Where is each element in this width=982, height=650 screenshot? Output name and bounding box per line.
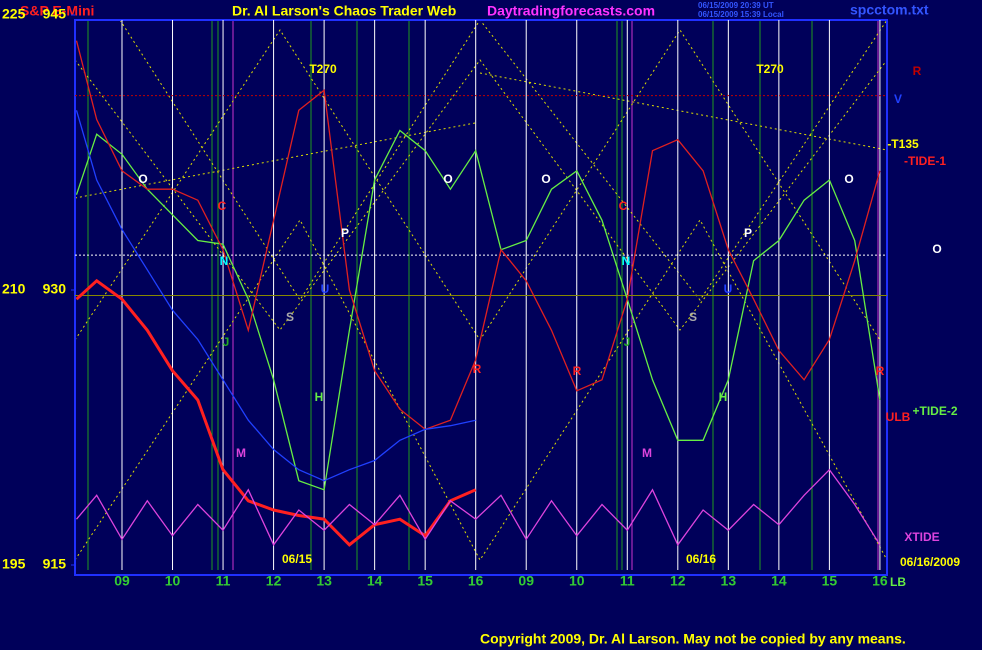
series-line xyxy=(75,40,881,431)
annotation: S xyxy=(286,310,294,324)
annotation: C xyxy=(218,199,227,213)
annotation: R xyxy=(573,364,582,378)
annotation: LB xyxy=(890,575,906,589)
y2-tick-label: 225 xyxy=(2,6,26,22)
copyright: Copyright 2009, Dr. Al Larson. May not b… xyxy=(480,631,906,647)
y2-tick-label: 210 xyxy=(2,281,26,297)
series-line xyxy=(75,110,476,482)
file-name: spcctom.txt xyxy=(850,2,929,18)
y-tick-label: 945 xyxy=(43,6,67,22)
stamp-ut: 06/15/2009 20:39 UT xyxy=(698,1,774,10)
annotation: 06/15 xyxy=(282,552,312,566)
x-tick-label: 11 xyxy=(620,573,635,589)
annotation: H xyxy=(719,390,728,404)
gann-line xyxy=(74,219,888,561)
annotation: -T135 xyxy=(887,137,919,151)
annotation: -TIDE-1 xyxy=(904,154,946,168)
gann-line xyxy=(74,59,888,331)
annotation: J xyxy=(624,335,631,349)
annotation: O xyxy=(932,242,941,256)
annotation: XTIDE xyxy=(904,530,939,544)
annotation: 06/16/2009 xyxy=(900,555,960,569)
annotation: C xyxy=(619,199,628,213)
x-tick-label: 12 xyxy=(266,573,282,589)
series-line xyxy=(75,129,881,491)
series-line xyxy=(75,278,477,547)
annotation: P xyxy=(744,226,752,240)
x-tick-label: 09 xyxy=(114,573,130,589)
annotation: 06/16 xyxy=(686,552,716,566)
annotation: U xyxy=(321,282,330,296)
annotation: O xyxy=(443,172,452,186)
annotation: U xyxy=(724,282,733,296)
annotation: M xyxy=(236,446,246,460)
x-tick-label: 12 xyxy=(670,573,686,589)
symbol: S&P E-Mini xyxy=(20,3,94,19)
annotation: R xyxy=(473,362,482,376)
x-tick-label: 15 xyxy=(822,573,838,589)
annotation: T270 xyxy=(756,62,784,76)
annotation: T270 xyxy=(309,62,337,76)
x-tick-label: 14 xyxy=(367,573,383,589)
x-tick-label: 10 xyxy=(165,573,181,589)
y2-tick-label: 195 xyxy=(2,556,26,572)
x-tick-label: 10 xyxy=(569,573,585,589)
x-tick-label: 15 xyxy=(417,573,433,589)
annotation: V xyxy=(894,92,902,106)
stamp-local: 06/15/2009 15:39 Local xyxy=(698,10,784,19)
x-tick-label: 13 xyxy=(721,573,737,589)
chart-title: Dr. Al Larson's Chaos Trader Web xyxy=(232,3,456,19)
annotation: O xyxy=(541,172,550,186)
annotation: N xyxy=(622,254,631,268)
annotation: S xyxy=(689,310,697,324)
gann-line xyxy=(479,72,888,151)
y-tick-label: 930 xyxy=(43,281,67,297)
plot-frame xyxy=(74,19,888,576)
x-tick-label: 16 xyxy=(468,573,484,589)
annotation: H xyxy=(315,390,324,404)
x-tick-label: 16 xyxy=(872,573,888,589)
annotation: R xyxy=(876,364,885,378)
series-line xyxy=(76,468,881,547)
y-tick-label: 915 xyxy=(43,556,67,572)
annotation: J xyxy=(223,335,230,349)
annotation: ULB xyxy=(886,410,911,424)
annotation: O xyxy=(844,172,853,186)
x-tick-label: 13 xyxy=(316,573,332,589)
annotation: N xyxy=(220,254,229,268)
annotation: P xyxy=(341,226,349,240)
annotation: +TIDE-2 xyxy=(912,404,957,418)
x-tick-label: 09 xyxy=(518,573,534,589)
x-tick-label: 14 xyxy=(771,573,787,589)
annotation: R xyxy=(913,64,922,78)
site: Daytradingforecasts.com xyxy=(487,3,655,19)
annotation: M xyxy=(642,446,652,460)
annotation: O xyxy=(138,172,147,186)
x-tick-label: 11 xyxy=(216,573,231,589)
